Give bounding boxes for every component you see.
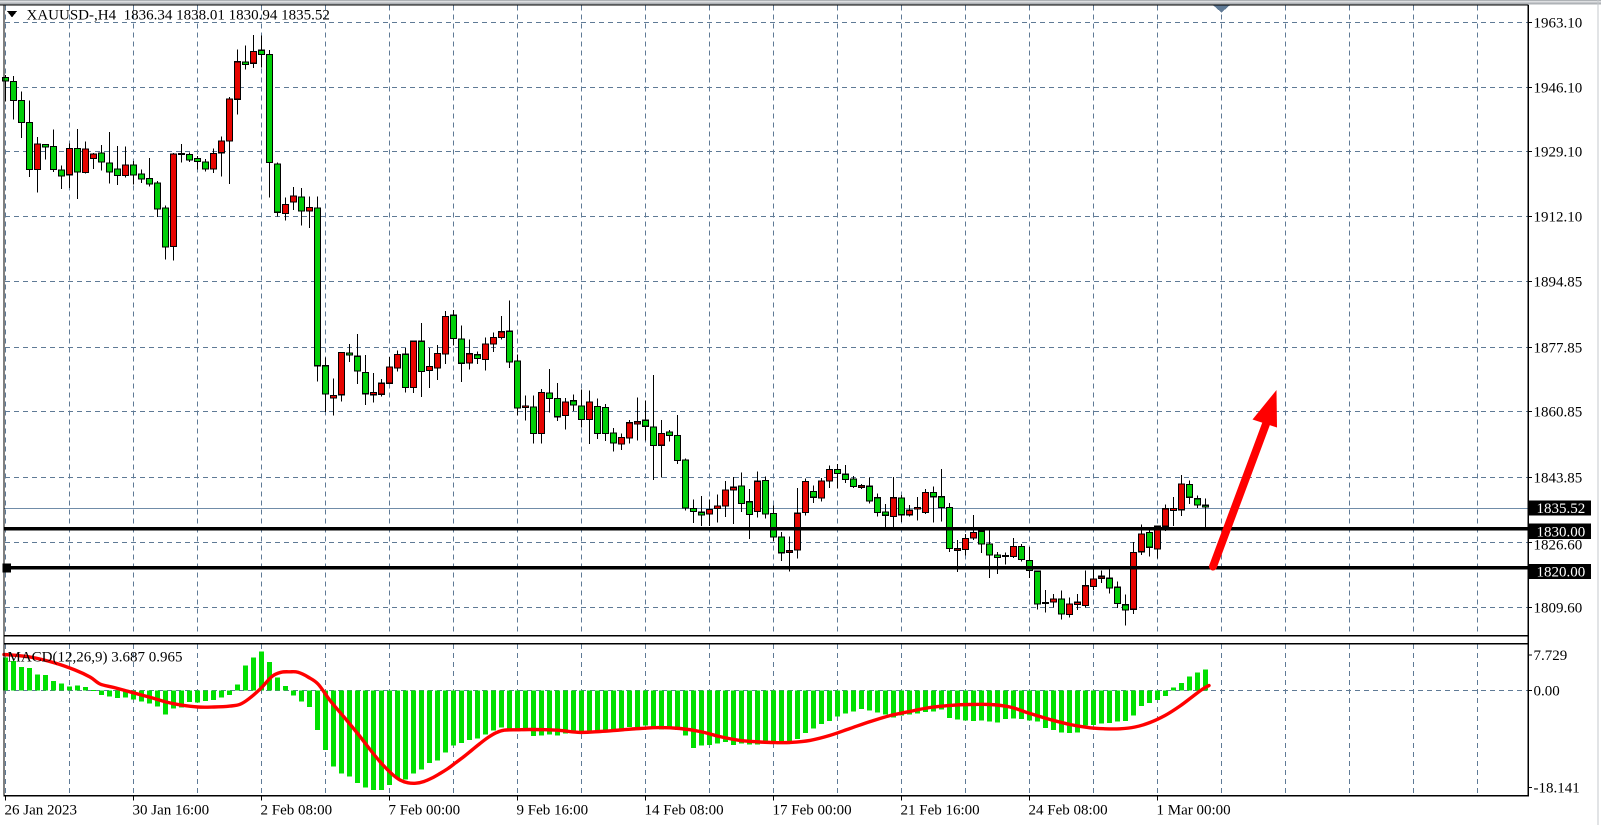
svg-text:30 Jan 16:00: 30 Jan 16:00 bbox=[133, 803, 210, 819]
svg-text:1820.00: 1820.00 bbox=[1537, 565, 1586, 581]
svg-text:1877.85: 1877.85 bbox=[1534, 341, 1583, 357]
svg-text:1912.10: 1912.10 bbox=[1534, 210, 1583, 226]
svg-text:7.729: 7.729 bbox=[1534, 648, 1568, 664]
svg-text:1830.00: 1830.00 bbox=[1537, 524, 1586, 540]
svg-text:MACD(12,26,9) 3.687 0.965: MACD(12,26,9) 3.687 0.965 bbox=[8, 650, 183, 666]
svg-text:XAUUSD-,H4 1836.34 1838.01 18: XAUUSD-,H4 1836.34 1838.01 1830.94 1835.… bbox=[27, 8, 330, 24]
svg-text:9 Feb 16:00: 9 Feb 16:00 bbox=[517, 803, 589, 819]
svg-text:0.00: 0.00 bbox=[1534, 684, 1560, 700]
svg-text:1835.52: 1835.52 bbox=[1537, 501, 1586, 517]
svg-text:1809.60: 1809.60 bbox=[1534, 601, 1583, 617]
svg-text:1 Mar 00:00: 1 Mar 00:00 bbox=[1157, 803, 1231, 819]
svg-text:1894.85: 1894.85 bbox=[1534, 275, 1583, 291]
svg-text:1929.10: 1929.10 bbox=[1534, 145, 1583, 161]
svg-text:2 Feb 08:00: 2 Feb 08:00 bbox=[261, 803, 333, 819]
svg-text:7 Feb 00:00: 7 Feb 00:00 bbox=[389, 803, 461, 819]
svg-text:21 Feb 16:00: 21 Feb 16:00 bbox=[901, 803, 980, 819]
svg-text:14 Feb 08:00: 14 Feb 08:00 bbox=[645, 803, 724, 819]
svg-text:1860.85: 1860.85 bbox=[1534, 405, 1583, 421]
svg-text:26 Jan 2023: 26 Jan 2023 bbox=[5, 803, 78, 819]
svg-text:1843.85: 1843.85 bbox=[1534, 471, 1583, 487]
svg-text:24 Feb 08:00: 24 Feb 08:00 bbox=[1029, 803, 1108, 819]
svg-text:1826.60: 1826.60 bbox=[1534, 537, 1583, 553]
svg-text:-18.141: -18.141 bbox=[1534, 781, 1580, 797]
svg-text:1946.10: 1946.10 bbox=[1534, 81, 1583, 97]
svg-text:1963.10: 1963.10 bbox=[1534, 16, 1583, 32]
svg-text:17 Feb 00:00: 17 Feb 00:00 bbox=[773, 803, 852, 819]
